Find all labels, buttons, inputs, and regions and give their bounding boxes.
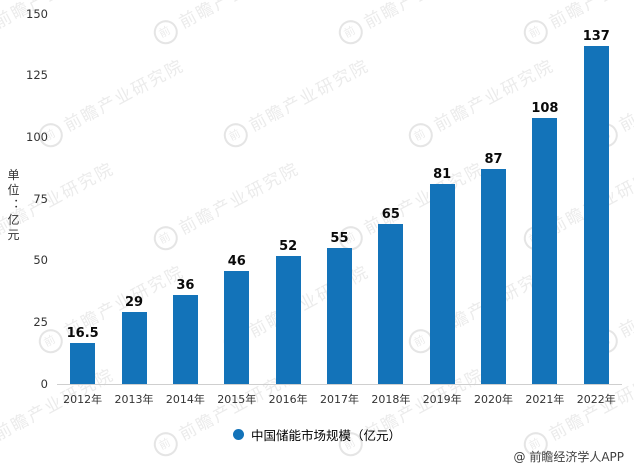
bar-value-label: 108	[531, 100, 559, 116]
bar-column: 52	[262, 14, 313, 384]
bar	[70, 343, 96, 384]
legend-label: 中国储能市场规模（亿元）	[250, 428, 401, 443]
y-tick-label: 0	[40, 376, 48, 391]
x-tick-label: 2021年	[525, 393, 565, 406]
legend: 中国储能市场规模（亿元）	[0, 425, 634, 444]
bar-series: 16.5 29 36 46 52 55 65 81 87 108 137	[57, 14, 622, 384]
bar-value-label: 16.5	[66, 326, 99, 342]
x-tick-label: 2018年	[371, 393, 411, 406]
x-tick-label: 2014年	[165, 393, 205, 406]
y-tick-label: 150	[26, 6, 48, 21]
bar-value-label: 55	[330, 231, 349, 247]
bar	[481, 169, 507, 384]
bar-column: 65	[365, 14, 416, 384]
bar	[172, 295, 198, 384]
x-tick-label: 2012年	[63, 393, 103, 406]
y-axis-unit-label: 单位：亿元	[6, 168, 20, 244]
bar-value-label: 36	[176, 278, 195, 294]
bar	[121, 312, 147, 384]
bar-column: 16.5	[57, 14, 108, 384]
bar	[326, 248, 352, 384]
x-axis-labels: 2012年 2013年 2014年 2015年 2016年 2017年 2018年 2019年…	[57, 391, 622, 407]
bar-column: 137	[571, 14, 622, 384]
attribution: @ 前瞻经济学人APP	[513, 450, 625, 464]
bar-column: 81	[417, 14, 468, 384]
legend-dot-icon	[232, 429, 244, 440]
bar-value-label: 87	[484, 152, 503, 168]
x-tick-label: 2017年	[319, 393, 359, 406]
bar-column: 55	[314, 14, 365, 384]
bar-value-label: 81	[433, 167, 452, 183]
y-tick-label: 100	[26, 129, 48, 144]
x-tick-label: 2015年	[217, 393, 257, 406]
bar	[583, 46, 609, 384]
bar-column: 87	[468, 14, 519, 384]
y-tick-label: 125	[26, 67, 48, 82]
bar	[275, 255, 301, 384]
bar-value-label: 52	[279, 238, 298, 254]
y-tick-label: 25	[33, 314, 48, 329]
y-tick-label: 50	[33, 252, 48, 267]
bar-column: 36	[160, 14, 211, 384]
x-tick-label: 2013年	[114, 393, 154, 406]
bar-column: 29	[108, 14, 159, 384]
y-tick-label: 75	[33, 191, 48, 206]
x-tick-label: 2019年	[422, 393, 462, 406]
bar	[429, 184, 455, 384]
bar-value-label: 65	[381, 206, 400, 222]
plot-area: 0 25 50 75 100 125 150 16.5 29 36 46 52 55 65 81 87 108…	[26, 8, 622, 406]
bar-column: 46	[211, 14, 262, 384]
x-tick-label: 2016年	[268, 393, 308, 406]
bar-value-label: 29	[124, 295, 144, 311]
bar	[378, 223, 404, 384]
x-tick-label: 2020年	[474, 393, 514, 406]
x-tick-label: 2022年	[576, 393, 616, 406]
bar	[224, 270, 250, 384]
bar-value-label: 137	[582, 29, 610, 45]
y-axis-ticks: 0 25 50 75 100 125 150	[26, 8, 622, 389]
bar-column: 108	[519, 14, 570, 384]
bar	[532, 117, 558, 384]
bar-value-label: 46	[227, 253, 246, 269]
